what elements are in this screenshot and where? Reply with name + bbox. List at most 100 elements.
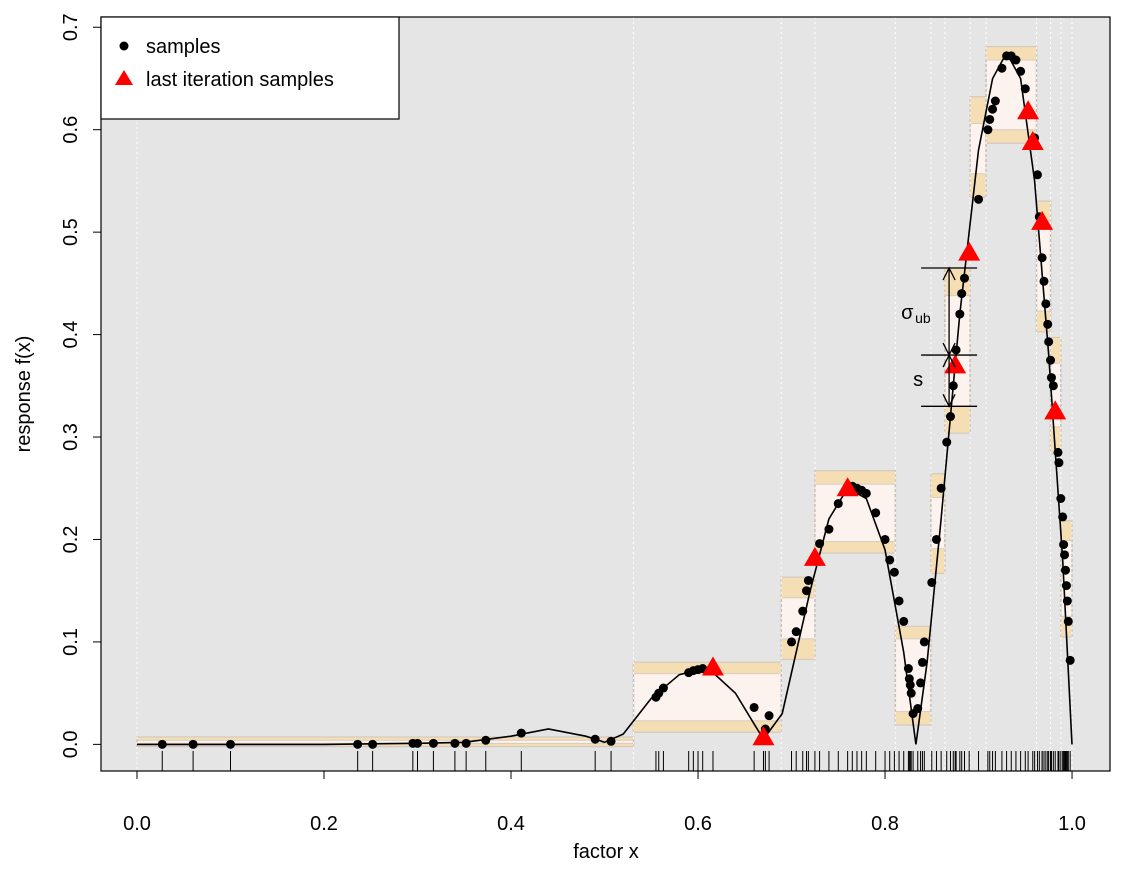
sample-point (1065, 655, 1075, 665)
sample-point (1039, 276, 1049, 286)
sample-point (428, 738, 438, 748)
s-label: s (913, 369, 923, 391)
sample-point (798, 606, 808, 616)
sample-point (988, 104, 998, 114)
y-tick-label: 0.6 (60, 116, 82, 144)
lower-band (969, 173, 987, 198)
x-tick-label: 0.6 (684, 813, 712, 835)
sample-point (590, 734, 600, 744)
sample-point (985, 114, 995, 124)
last-sample-marker (1044, 400, 1067, 420)
sample-point (1020, 84, 1030, 94)
sample-point (1048, 381, 1058, 391)
sample-point (1054, 458, 1064, 468)
sample-point (913, 704, 923, 714)
last-sample-marker (701, 656, 724, 676)
last-sample-marker (836, 477, 859, 497)
sample-point (1056, 493, 1066, 503)
legend-box (100, 16, 400, 120)
sample-point (188, 739, 198, 749)
sample-point (919, 637, 929, 647)
y-tick-label: 0.7 (60, 13, 82, 41)
sample-point (791, 627, 801, 637)
y-tick-label: 0.5 (60, 218, 82, 246)
y-axis-label: response f(x) (13, 336, 35, 453)
last-sample-marker (1017, 100, 1040, 120)
sample-point (1043, 319, 1053, 329)
sample-point (927, 578, 937, 587)
sample-point (885, 555, 895, 565)
y-tick-label: 0.3 (60, 423, 82, 451)
sample-point (1060, 550, 1070, 560)
sample-point (413, 738, 423, 748)
x-tick-label: 0.2 (310, 813, 338, 835)
y-tick-label: 0.0 (60, 730, 82, 758)
sample-point (353, 739, 363, 749)
arrow-head (942, 266, 956, 281)
sample-point (899, 616, 909, 626)
sample-point (787, 637, 797, 647)
x-tick-label: 1.0 (1058, 813, 1086, 835)
sample-point (481, 735, 491, 745)
sample-point (861, 488, 871, 498)
sample-point (764, 711, 774, 721)
sample-point (1059, 540, 1069, 550)
upper-band (1060, 520, 1073, 541)
sample-point (1032, 170, 1042, 180)
legend-label: samples (146, 36, 220, 58)
sample-point (990, 96, 1000, 106)
sample-point (917, 657, 927, 667)
sample-point (1041, 299, 1051, 309)
sample-point (461, 738, 471, 748)
sample-point (803, 575, 813, 585)
sample-point (951, 345, 961, 355)
sample-point (824, 524, 834, 534)
sample-point (801, 586, 811, 596)
upper-band (1050, 337, 1062, 364)
upper-band (136, 736, 635, 741)
sample-point (833, 499, 843, 509)
x-tick-label: 0.8 (871, 813, 899, 835)
sample-point (1046, 373, 1056, 383)
arrow-head (942, 394, 956, 408)
sample-point (936, 483, 946, 493)
x-tick-label: 0.0 (123, 813, 151, 835)
sample-point (974, 194, 984, 204)
sample-point (157, 739, 167, 749)
y-tick-label: 0.1 (60, 628, 82, 656)
sample-point (226, 739, 236, 749)
sample-point (658, 683, 668, 693)
sample-point (942, 437, 952, 447)
sample-point (1011, 55, 1021, 65)
sample-point (1062, 596, 1072, 606)
sample-point (948, 381, 958, 391)
sample-point (1053, 447, 1063, 457)
sample-point (368, 739, 378, 749)
sample-point (931, 534, 941, 544)
sample-point (957, 289, 967, 299)
last-sample-marker (803, 546, 826, 566)
sample-point (516, 728, 526, 738)
sample-point (1060, 565, 1070, 575)
sample-point (889, 567, 899, 577)
sample-point (903, 664, 913, 674)
sample-point (1063, 616, 1073, 626)
sample-point (1037, 253, 1047, 263)
sample-point (905, 680, 915, 690)
sample-point (1061, 581, 1071, 591)
sample-point (880, 534, 890, 544)
sample-point (815, 539, 825, 549)
y-tick-label: 0.4 (60, 321, 82, 349)
arrow-head (942, 342, 956, 368)
y-tick-label: 0.2 (60, 526, 82, 554)
sample-point (450, 738, 460, 748)
sample-point (916, 678, 926, 688)
last-sample-marker (1021, 130, 1044, 150)
last-sample-marker (752, 726, 775, 746)
sample-point (1016, 66, 1026, 76)
sample-point (983, 125, 993, 135)
legend-label: last iteration samples (146, 69, 334, 91)
plot-background (101, 17, 1110, 771)
legend-marker (115, 70, 133, 85)
